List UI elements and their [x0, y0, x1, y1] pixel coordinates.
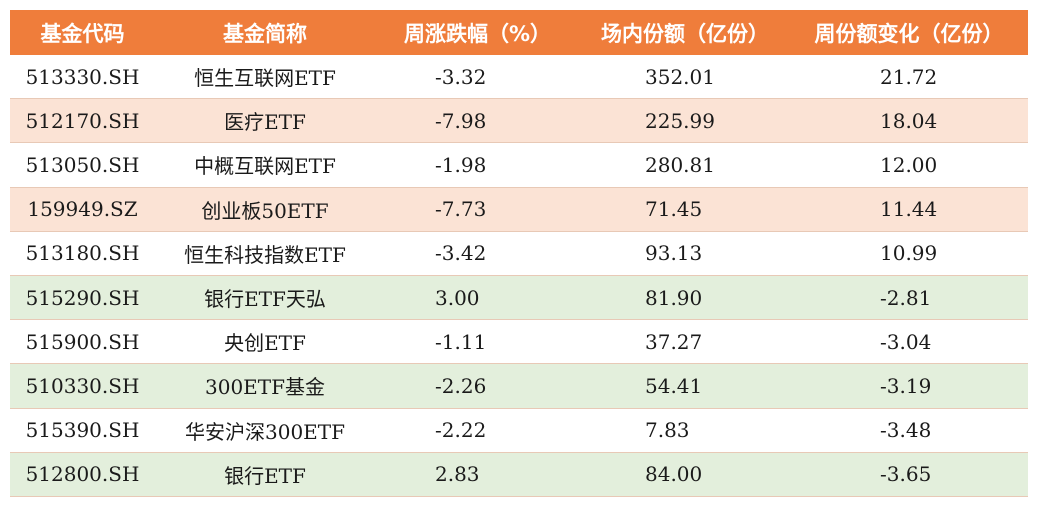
- fund-name-cell: 恒生科技指数ETF: [184, 242, 346, 267]
- fund-name-cell: 央创ETF: [224, 331, 306, 356]
- table-row: 515900.SH 央创ETF -1.11 37.27 -3.04: [10, 320, 1028, 365]
- shares-cell: 71.45: [645, 197, 703, 222]
- etf-share-table: 基金代码 基金简称 周涨跌幅（%） 场内份额（亿份） 周份额变化（亿份） 513…: [10, 10, 1028, 497]
- table-row: 512800.SH 银行ETF 2.83 84.00 -3.65: [10, 452, 1028, 497]
- share-change-cell: 11.44: [880, 197, 938, 222]
- weekly-change-cell: 2.83: [435, 462, 480, 487]
- table-row: 513050.SH 中概互联网ETF -1.98 280.81 12.00: [10, 143, 1028, 188]
- table-body: 513330.SH 恒生互联网ETF -3.32 352.01 21.72 512170.…: [10, 55, 1028, 497]
- table-row: 159949.SZ 创业板50ETF -7.73 71.45 11.44: [10, 187, 1028, 232]
- weekly-change-cell: -2.22: [435, 418, 487, 443]
- weekly-change-cell: -7.98: [435, 108, 487, 133]
- share-change-cell: -3.04: [880, 329, 932, 354]
- table-row: 515390.SH 华安沪深300ETF -2.22 7.83 -3.48: [10, 408, 1028, 453]
- shares-cell: 7.83: [645, 418, 690, 443]
- shares-cell: 37.27: [645, 329, 703, 354]
- table-row: 512170.SH 医疗ETF -7.98 225.99 18.04: [10, 99, 1028, 144]
- share-change-cell: 10.99: [880, 241, 938, 266]
- fund-code-cell: 513180.SH: [25, 241, 140, 266]
- weekly-change-cell: -1.11: [435, 329, 487, 354]
- table-row: 510330.SH 300ETF基金 -2.26 54.41 -3.19: [10, 364, 1028, 409]
- weekly-change-cell: -7.73: [435, 197, 487, 222]
- shares-cell: 84.00: [645, 462, 703, 487]
- shares-cell: 81.90: [645, 285, 703, 310]
- fund-name-cell: 创业板50ETF: [201, 198, 329, 223]
- table-row: 513180.SH 恒生科技指数ETF -3.42 93.13 10.99: [10, 231, 1028, 276]
- fund-name-cell: 恒生互联网ETF: [194, 66, 336, 91]
- shares-cell: 93.13: [645, 241, 703, 266]
- fund-name-cell: 银行ETF天弘: [204, 287, 326, 312]
- share-change-cell: -3.65: [880, 462, 932, 487]
- shares-cell: 352.01: [645, 64, 715, 89]
- shares-cell: 280.81: [645, 152, 715, 177]
- fund-code-cell: 510330.SH: [25, 373, 140, 398]
- header-fund-code: 基金代码: [40, 21, 125, 46]
- share-change-cell: -3.19: [880, 373, 932, 398]
- fund-name-cell: 300ETF基金: [205, 375, 325, 400]
- header-fund-name: 基金简称: [223, 21, 307, 46]
- weekly-change-cell: 3.00: [435, 285, 480, 310]
- share-change-cell: -3.48: [880, 418, 932, 443]
- share-change-cell: -2.81: [880, 285, 932, 310]
- header-weekly-change: 周涨跌幅（%）: [403, 21, 552, 46]
- weekly-change-cell: -3.42: [435, 241, 487, 266]
- fund-code-cell: 513330.SH: [25, 64, 140, 89]
- weekly-change-cell: -3.32: [435, 64, 487, 89]
- fund-code-cell: 512800.SH: [25, 462, 140, 487]
- fund-code-cell: 515290.SH: [25, 285, 140, 310]
- fund-name-cell: 医疗ETF: [224, 110, 306, 135]
- fund-code-cell: 159949.SZ: [27, 197, 138, 222]
- share-change-cell: 21.72: [880, 64, 938, 89]
- fund-name-cell: 华安沪深300ETF: [185, 419, 345, 444]
- share-change-cell: 18.04: [880, 108, 938, 133]
- table-header-row: 基金代码 基金简称 周涨跌幅（%） 场内份额（亿份） 周份额变化（亿份）: [10, 10, 1028, 55]
- fund-name-cell: 中概互联网ETF: [194, 154, 336, 179]
- fund-code-cell: 512170.SH: [25, 108, 140, 133]
- fund-name-cell: 银行ETF: [224, 463, 306, 488]
- shares-cell: 225.99: [645, 108, 715, 133]
- table-row: 515290.SH 银行ETF天弘 3.00 81.90 -2.81: [10, 275, 1028, 321]
- share-change-cell: 12.00: [880, 152, 938, 177]
- fund-code-cell: 515900.SH: [25, 329, 140, 354]
- weekly-change-cell: -1.98: [435, 152, 487, 177]
- weekly-change-cell: -2.26: [435, 373, 487, 398]
- header-share-change: 周份额变化（亿份）: [814, 21, 1004, 46]
- shares-cell: 54.41: [645, 373, 703, 398]
- table-row: 513330.SH 恒生互联网ETF -3.32 352.01 21.72: [10, 55, 1028, 100]
- fund-code-cell: 515390.SH: [25, 418, 140, 443]
- fund-code-cell: 513050.SH: [25, 152, 140, 177]
- header-shares: 场内份额（亿份）: [601, 21, 769, 46]
